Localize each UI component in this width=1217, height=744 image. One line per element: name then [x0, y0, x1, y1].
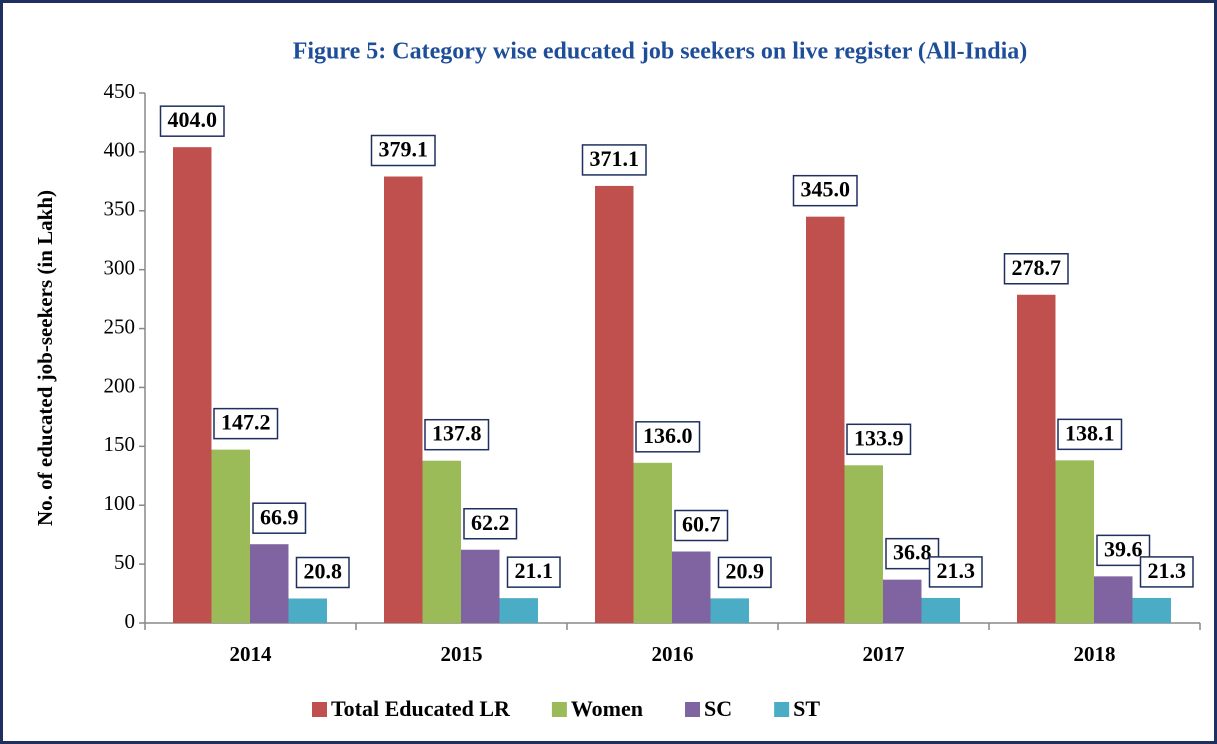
y-tick-label: 250 [104, 314, 136, 338]
data-label-box [674, 509, 729, 542]
data-label-box [159, 105, 225, 137]
legend-swatch [551, 702, 567, 717]
data-label: 21.1 [515, 558, 554, 583]
y-tick-label: 50 [114, 550, 135, 574]
x-tick-label: 2016 [652, 642, 694, 666]
data-label-box [213, 407, 279, 440]
x-tick-label: 2015 [441, 642, 483, 666]
bar [173, 147, 212, 623]
data-label: 137.8 [432, 421, 482, 446]
bar [1055, 460, 1094, 623]
data-label-box [1003, 253, 1069, 285]
y-tick-label: 200 [104, 373, 136, 397]
data-label: 21.3 [1148, 558, 1187, 583]
data-label: 379.1 [379, 137, 429, 162]
bar [1132, 597, 1171, 623]
data-label: 62.2 [471, 510, 510, 535]
legend-label: ST [793, 696, 820, 721]
y-axis-label: No. of educated job-seekers (in Lakh) [33, 190, 57, 526]
data-label: 20.8 [304, 559, 343, 584]
data-label: 404.0 [168, 107, 218, 132]
data-label: 136.0 [643, 423, 693, 448]
data-label-box [463, 507, 518, 540]
data-label: 138.1 [1065, 420, 1115, 445]
x-tick-label: 2014 [230, 642, 273, 666]
y-tick-label: 400 [104, 138, 136, 162]
y-tick-label: 350 [104, 197, 136, 221]
data-label-box [581, 144, 647, 176]
y-tick-label: 0 [125, 609, 136, 633]
data-label-box [635, 421, 701, 453]
legend-label: Total Educated LR [331, 696, 511, 721]
data-label: 371.1 [590, 146, 640, 171]
data-label-box [370, 134, 436, 167]
legend-swatch [685, 702, 701, 717]
y-tick-label: 150 [104, 432, 136, 456]
bar [384, 176, 423, 623]
bar [422, 460, 461, 623]
bar [461, 549, 500, 623]
bar [883, 579, 922, 623]
bar [595, 185, 634, 623]
bar [499, 598, 538, 623]
data-label-box [717, 556, 772, 589]
bar [710, 598, 749, 623]
y-tick-label: 450 [104, 79, 136, 103]
bar [1094, 576, 1133, 623]
data-label-box [846, 423, 912, 456]
data-label-box [1057, 418, 1123, 451]
data-label: 36.8 [893, 540, 932, 565]
y-tick-label: 300 [104, 255, 136, 279]
legend-label: Women [571, 696, 643, 721]
data-label-box [295, 556, 350, 589]
bar [211, 449, 250, 623]
data-label: 66.9 [260, 504, 299, 529]
bar [672, 551, 711, 623]
data-label: 345.0 [801, 177, 851, 202]
data-label: 147.2 [221, 410, 271, 435]
chart-title: Figure 5: Category wise educated job see… [293, 39, 1028, 65]
data-label: 39.6 [1104, 536, 1143, 561]
data-label: 278.7 [1012, 255, 1062, 280]
x-tick-label: 2018 [1074, 642, 1116, 666]
bar [250, 544, 289, 623]
bar [806, 216, 845, 623]
y-tick-label: 100 [104, 491, 136, 515]
data-label: 21.3 [937, 558, 976, 583]
data-label-box [792, 174, 858, 207]
bar [633, 462, 672, 623]
data-label-box [252, 502, 307, 534]
data-label-box [928, 556, 983, 588]
data-label: 20.9 [726, 558, 765, 583]
bar [1017, 294, 1056, 623]
legend-swatch [312, 702, 327, 717]
data-label: 133.9 [854, 425, 904, 450]
legend-label: SC [704, 696, 732, 721]
data-label-box [1139, 556, 1194, 588]
x-tick-label: 2017 [863, 642, 905, 666]
data-label-box [424, 418, 490, 451]
bar [921, 597, 960, 623]
bar [288, 598, 327, 623]
data-label-box [506, 556, 561, 588]
data-label: 60.7 [682, 512, 721, 537]
legend-swatch [774, 702, 790, 717]
bar [844, 465, 883, 623]
